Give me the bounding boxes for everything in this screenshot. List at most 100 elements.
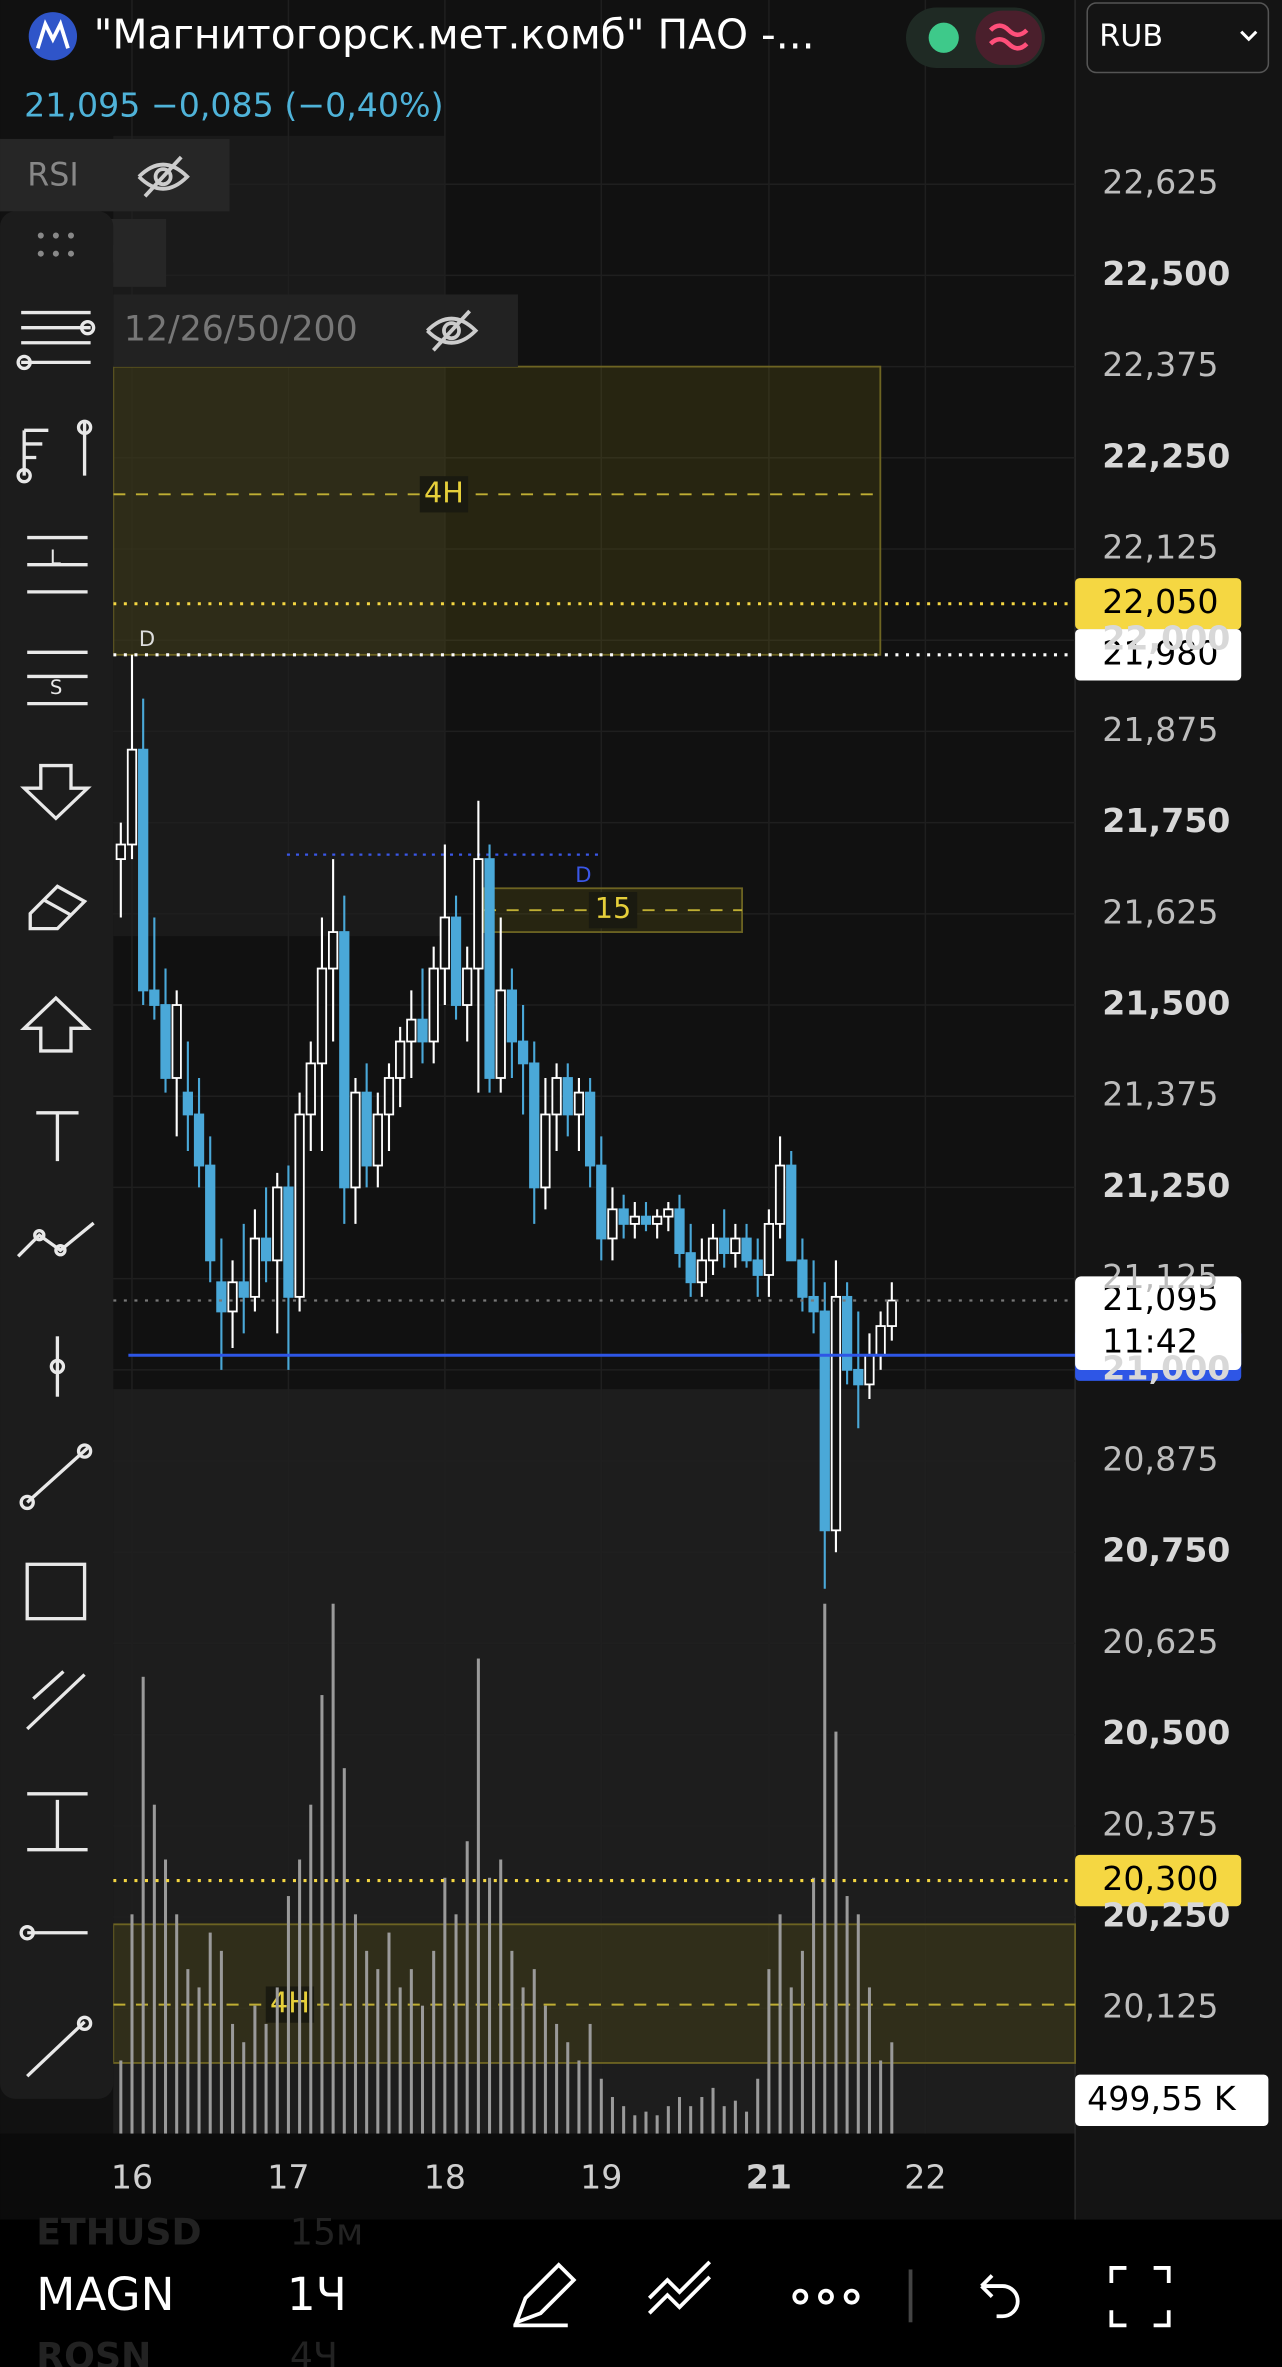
toolbar-icon[interactable] xyxy=(26,2020,86,2078)
toolbar-icon[interactable]: S xyxy=(50,676,62,699)
volume xyxy=(119,1603,894,2134)
volume-bar xyxy=(756,2078,760,2134)
volume-bar xyxy=(555,2023,559,2134)
y-tick-label: 21,750 xyxy=(1102,801,1230,840)
candle-body xyxy=(864,1354,875,1386)
toolbar-icon[interactable] xyxy=(22,422,87,476)
y-tick-label: 22,375 xyxy=(1102,345,1218,384)
volume-bar xyxy=(845,1896,849,2134)
toolbar-icon[interactable] xyxy=(36,1111,79,1162)
toolbar-icon[interactable] xyxy=(26,1670,86,1731)
candle-body xyxy=(752,1259,763,1276)
currency-select[interactable] xyxy=(1086,2,1270,74)
toolbar-icon[interactable] xyxy=(79,319,96,336)
toolbar-icon[interactable] xyxy=(52,232,59,239)
eye-icon-2[interactable] xyxy=(426,309,479,352)
y-tick-label: 21,250 xyxy=(1102,1166,1230,1205)
icon-part xyxy=(792,2288,809,2305)
candle-body xyxy=(327,931,339,970)
volume-bar xyxy=(599,2078,603,2134)
eye-icon[interactable] xyxy=(137,155,190,198)
candle-body xyxy=(696,1259,707,1284)
toolbar-icon[interactable]: L xyxy=(50,546,61,569)
zone-label: 4H xyxy=(424,475,464,509)
candle-body xyxy=(294,1113,305,1298)
volume-bar xyxy=(812,1877,816,2134)
volume-bar xyxy=(186,1969,190,2134)
toolbar-icon[interactable] xyxy=(67,250,75,257)
candle-body xyxy=(819,1310,830,1532)
toolbar-icon[interactable] xyxy=(16,354,32,371)
toolbar-icon[interactable] xyxy=(49,1358,66,1375)
toolbar-icon[interactable] xyxy=(37,250,44,257)
icon-part xyxy=(431,309,472,352)
icon-part xyxy=(818,2288,834,2305)
y-tick-label: 20,125 xyxy=(1102,1987,1218,2026)
volume-bar xyxy=(465,1841,469,2134)
y-tick-label: 22,625 xyxy=(1102,163,1218,202)
interval[interactable]: 1Ч xyxy=(287,2268,347,2321)
level-badge xyxy=(1075,1854,1242,1907)
candle-body xyxy=(484,858,495,1079)
toolbar-icon[interactable] xyxy=(76,2015,93,2032)
volume-bar xyxy=(286,1896,290,2134)
toolbar-icon[interactable] xyxy=(76,419,93,436)
candle-body xyxy=(529,1062,540,1189)
candle-body xyxy=(283,1186,294,1298)
toolbar-icon[interactable] xyxy=(76,1443,93,1459)
y-tick-label: 20,625 xyxy=(1102,1622,1218,1661)
x-tick-label: 18 xyxy=(424,2157,466,2196)
candle-body xyxy=(629,1215,640,1225)
toolbar-icon[interactable] xyxy=(21,310,91,365)
candle-body xyxy=(584,1091,596,1167)
volume-bar xyxy=(543,2005,547,2134)
bg-symbol: ETHUSD xyxy=(36,2211,201,2254)
candle-body xyxy=(853,1368,864,1386)
toolbar-icon[interactable] xyxy=(37,232,75,257)
toolbar-icon[interactable] xyxy=(27,650,88,706)
candle-body xyxy=(763,1223,775,1276)
toolbar-icon[interactable] xyxy=(37,232,44,239)
bottom-bar xyxy=(0,2219,1282,2367)
toolbar-icon[interactable] xyxy=(54,1244,67,1257)
toolbar-icon[interactable] xyxy=(27,1792,88,1852)
candle-body xyxy=(841,1295,853,1371)
bottom-icons[interactable] xyxy=(513,2260,1171,2328)
volume-bar xyxy=(711,2087,715,2134)
toolbar-icon[interactable] xyxy=(26,1446,89,1504)
bg-interval-2: 4Ч xyxy=(290,2335,338,2367)
candle-body xyxy=(372,1113,383,1167)
zones: 4H4H15DD xyxy=(112,365,1077,2064)
toolbar-icon[interactable] xyxy=(16,1221,95,1258)
volume-bar xyxy=(141,1676,145,2134)
y-tick-label: 21,000 xyxy=(1102,1348,1230,1387)
candle-body xyxy=(495,989,506,1079)
volume-bar xyxy=(219,1950,223,2134)
toolbar-icon[interactable] xyxy=(67,232,75,239)
volume-bar xyxy=(264,2023,268,2134)
toolbar-icon[interactable] xyxy=(28,884,88,931)
toolbar-icon[interactable] xyxy=(19,1494,35,1511)
y-tick-label: 20,250 xyxy=(1102,1896,1230,1935)
rsi-legend[interactable] xyxy=(0,138,230,212)
y-tick-label: 20,875 xyxy=(1102,1440,1218,1479)
candle-body xyxy=(383,1077,395,1116)
volume-bar xyxy=(677,2097,682,2134)
volume-bar xyxy=(778,1914,782,2134)
x-tick-label: 17 xyxy=(267,2157,309,2196)
candle-body xyxy=(473,858,484,970)
candles xyxy=(115,654,897,1589)
symbol[interactable]: MAGN xyxy=(36,2268,174,2321)
toolbar-icon[interactable] xyxy=(20,763,92,821)
toolbar-icon[interactable] xyxy=(20,995,92,1053)
candle-body xyxy=(439,916,450,970)
wave-bg xyxy=(975,10,1042,65)
toolbar-icon[interactable] xyxy=(16,467,32,484)
toolbar-icon[interactable] xyxy=(52,250,59,257)
toolbar-icon[interactable] xyxy=(19,1925,35,1941)
x-tick-label: 16 xyxy=(111,2157,153,2196)
candle-body xyxy=(652,1215,663,1225)
toolbar-icon[interactable] xyxy=(33,1228,46,1242)
toolbar-icon[interactable] xyxy=(27,535,88,594)
candle-body xyxy=(361,1091,372,1167)
